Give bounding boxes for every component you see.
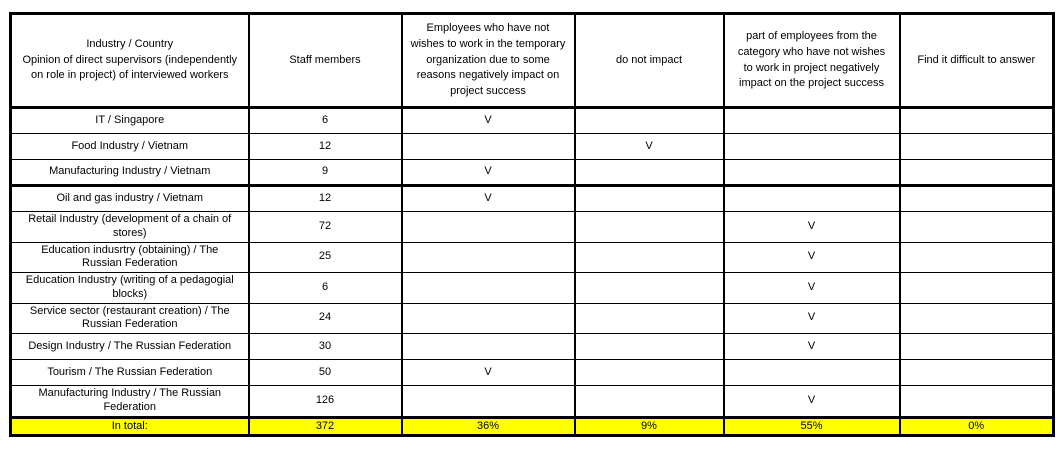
mark-difficult-cell [898,133,1055,160]
table-row: Oil and gas industry / Vietnam 12 V [9,185,1055,212]
industry-cell: Manufacturing Industry / Vietnam [9,159,250,187]
total-negative-impact-cell: 36% [400,415,576,438]
table-body: IT / Singapore 6 V Food Industry / Vietn… [9,107,1055,438]
mark-partial-impact-cell: V [722,302,901,334]
staff-count-cell: 24 [247,302,403,334]
table-row: Education indusrtry (obtaining) / The Ru… [9,241,1055,273]
staff-count-cell: 9 [247,159,403,187]
table-row: IT / Singapore 6 V [9,107,1055,134]
mark-negative-impact-cell [400,241,576,273]
mark-do-not-impact-cell [573,211,725,243]
mark-partial-impact-cell [722,107,901,134]
mark-difficult-cell [898,302,1055,334]
mark-difficult-cell [898,185,1055,212]
mark-do-not-impact-cell [573,185,725,212]
mark-partial-impact-cell: V [722,385,901,418]
mark-partial-impact-cell: V [722,211,901,243]
mark-negative-impact-cell [400,211,576,243]
mark-difficult-cell [898,107,1055,134]
table-row: Tourism / The Russian Federation 50 V [9,359,1055,386]
mark-negative-impact-cell: V [400,107,576,134]
staff-count-cell: 6 [247,107,403,134]
mark-do-not-impact-cell: V [573,133,725,160]
mark-difficult-cell [898,241,1055,273]
industry-cell: Food Industry / Vietnam [9,133,250,160]
col-header-negative-impact: Employees who have not wishes to work in… [400,12,576,109]
mark-negative-impact-cell [400,333,576,360]
table-row: Retail Industry (development of a chain … [9,211,1055,243]
mark-negative-impact-cell [400,272,576,304]
staff-count-cell: 12 [247,133,403,160]
table-row: Manufacturing Industry / The Russian Fed… [9,385,1055,418]
col-header-industry-country: Industry / Country Opinion of direct sup… [9,12,250,109]
col-header-difficult-to-answer: Find it difficult to answer [898,12,1055,109]
mark-partial-impact-cell: V [722,241,901,273]
staff-count-cell: 30 [247,333,403,360]
col-header-do-not-impact: do not impact [573,12,725,109]
mark-difficult-cell [898,272,1055,304]
total-difficult-cell: 0% [898,415,1055,438]
col-header-staff-members: Staff members [247,12,403,109]
industry-cell: Retail Industry (development of a chain … [9,211,250,243]
col-header-partial-impact: part of employees from the category who … [722,12,901,109]
industry-cell: Tourism / The Russian Federation [9,359,250,386]
mark-negative-impact-cell [400,133,576,160]
mark-negative-impact-cell: V [400,185,576,212]
industry-cell: Design Industry / The Russian Federation [9,333,250,360]
industry-cell: Education Industry (writing of a pedagog… [9,272,250,304]
table-row: Food Industry / Vietnam 12 V [9,133,1055,160]
table-row: Service sector (restaurant creation) / T… [9,302,1055,334]
mark-negative-impact-cell: V [400,159,576,187]
table-header: Industry / Country Opinion of direct sup… [9,12,1055,109]
industry-cell: Manufacturing Industry / The Russian Fed… [9,385,250,418]
mark-do-not-impact-cell [573,272,725,304]
mark-negative-impact-cell: V [400,359,576,386]
staff-count-cell: 126 [247,385,403,418]
table-row: Education Industry (writing of a pedagog… [9,272,1055,304]
header-row: Industry / Country Opinion of direct sup… [9,12,1055,109]
total-staff-cell: 372 [247,415,403,438]
total-do-not-impact-cell: 9% [573,415,725,438]
mark-negative-impact-cell [400,385,576,418]
total-label-cell: In total: [9,415,250,438]
staff-count-cell: 50 [247,359,403,386]
survey-results-table: Industry / Country Opinion of direct sup… [9,12,1055,438]
mark-do-not-impact-cell [573,302,725,334]
mark-partial-impact-cell [722,185,901,212]
mark-do-not-impact-cell [573,385,725,418]
mark-difficult-cell [898,211,1055,243]
industry-cell: Education indusrtry (obtaining) / The Ru… [9,241,250,273]
mark-do-not-impact-cell [573,241,725,273]
mark-difficult-cell [898,385,1055,418]
mark-partial-impact-cell [722,133,901,160]
staff-count-cell: 12 [247,185,403,212]
total-row: In total: 372 36% 9% 55% 0% [9,415,1055,438]
mark-partial-impact-cell: V [722,272,901,304]
industry-cell: IT / Singapore [9,107,250,134]
mark-do-not-impact-cell [573,359,725,386]
mark-difficult-cell [898,359,1055,386]
staff-count-cell: 72 [247,211,403,243]
staff-count-cell: 25 [247,241,403,273]
industry-cell: Oil and gas industry / Vietnam [9,185,250,212]
table-row: Manufacturing Industry / Vietnam 9 V [9,159,1055,187]
table-row: Design Industry / The Russian Federation… [9,333,1055,360]
mark-negative-impact-cell [400,302,576,334]
total-partial-impact-cell: 55% [722,415,901,438]
mark-do-not-impact-cell [573,107,725,134]
staff-count-cell: 6 [247,272,403,304]
mark-partial-impact-cell: V [722,333,901,360]
mark-difficult-cell [898,333,1055,360]
mark-do-not-impact-cell [573,159,725,187]
mark-partial-impact-cell [722,159,901,187]
mark-partial-impact-cell [722,359,901,386]
industry-cell: Service sector (restaurant creation) / T… [9,302,250,334]
mark-do-not-impact-cell [573,333,725,360]
mark-difficult-cell [898,159,1055,187]
